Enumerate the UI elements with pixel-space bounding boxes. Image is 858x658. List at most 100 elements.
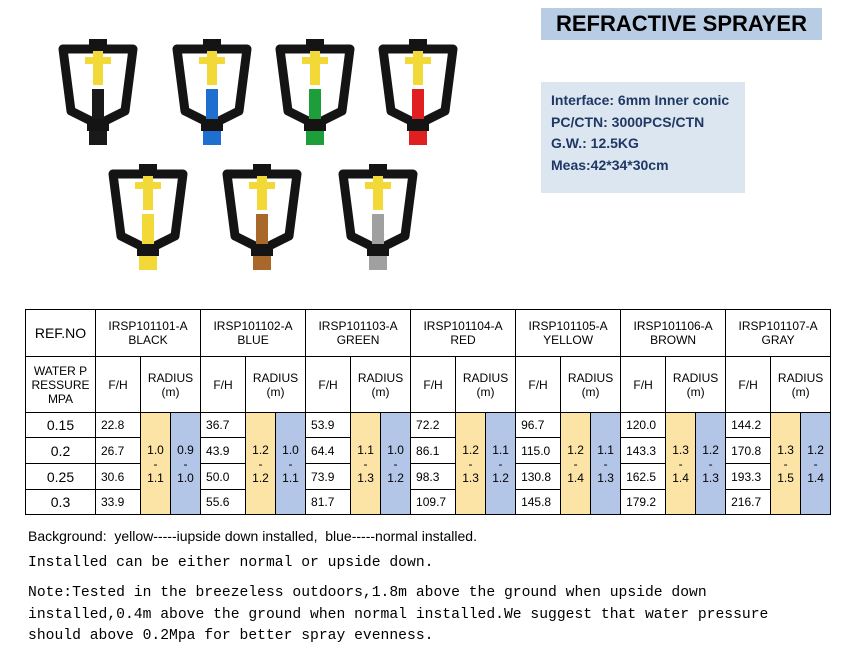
sprayer-brown xyxy=(227,164,297,270)
radius-upside: 1.3-1.4 xyxy=(665,412,697,515)
model-code: IRSP101105-A xyxy=(528,319,608,333)
subheader-row: WATER PRESSURE MPA F/H RADIUS (m) F/H RADIUS… xyxy=(25,356,832,413)
radius-min: 1.1 xyxy=(597,442,614,457)
fh-value: 22.8 xyxy=(95,412,141,438)
radius-separator: - xyxy=(603,456,608,471)
fh-value: 162.5 xyxy=(620,463,667,490)
fh-value: 81.7 xyxy=(305,489,352,515)
radius-separator: - xyxy=(258,456,263,471)
model-code: IRSP101103-A xyxy=(318,319,398,333)
model-color: RED xyxy=(450,333,476,347)
radius-label: RADIUS (m) xyxy=(770,356,832,413)
fh-value: 86.1 xyxy=(410,437,457,464)
fh-value: 98.3 xyxy=(410,463,457,490)
radius-separator: - xyxy=(153,456,158,471)
radius-max: 1.2 xyxy=(252,470,269,485)
radius-min: 1.2 xyxy=(702,442,719,457)
data-row: 0.3 33.9 55.6 81.7 109.7 145.8 179.2 216.7 xyxy=(25,489,831,515)
model-color: GRAY xyxy=(761,333,795,347)
model-header: IRSP101106-A BROWN xyxy=(620,309,727,357)
fh-value: 96.7 xyxy=(515,412,562,438)
radius-upside: 1.3-1.5 xyxy=(770,412,802,515)
radius-separator: - xyxy=(468,456,473,471)
radius-min: 1.2 xyxy=(567,442,584,457)
radius-normal: 1.2-1.3 xyxy=(695,412,727,515)
model-header: IRSP101107-A GRAY xyxy=(725,309,832,357)
radius-label: RADIUS (m) xyxy=(139,356,202,413)
data-row: 0.15 22.8 1.0-1.1 0.9-1.0 36.7 1.2-1.2 1.0-1.1… xyxy=(25,412,832,515)
model-header: IRSP101104-A RED xyxy=(410,309,517,357)
fh-label: F/H xyxy=(515,356,562,413)
fh-label: F/H xyxy=(95,356,141,413)
data-row: 0.2 26.7 43.9 64.4 86.1 115.0 143.3 170.8 xyxy=(25,437,831,464)
radius-max: 1.4 xyxy=(672,470,689,485)
radius-normal: 1.1-1.2 xyxy=(485,412,517,515)
model-code: IRSP101106-A xyxy=(633,319,713,333)
radius-max: 1.2 xyxy=(387,470,404,485)
radius-separator: - xyxy=(363,456,368,471)
radius-separator: - xyxy=(678,456,683,471)
radius-max: 1.0 xyxy=(177,470,194,485)
radius-max: 1.3 xyxy=(702,470,719,485)
fh-value: 26.7 xyxy=(95,437,141,464)
radius-separator: - xyxy=(813,456,818,471)
radius-separator: - xyxy=(183,456,188,471)
radius-min: 1.0 xyxy=(282,442,299,457)
fh-value: 55.6 xyxy=(200,489,247,515)
pressure-label: WATER PRESSURE MPA xyxy=(25,356,96,413)
fh-value: 120.0 xyxy=(620,412,667,438)
model-color: BROWN xyxy=(650,333,697,347)
radius-normal: 1.2-1.4 xyxy=(800,412,832,515)
test-note: Note:Tested in the breezeless outdoors,1… xyxy=(28,585,769,644)
radius-normal: 1.1-1.3 xyxy=(590,412,622,515)
radius-min: 1.1 xyxy=(357,442,374,457)
radius-label: RADIUS (m) xyxy=(665,356,727,413)
fh-value: 170.8 xyxy=(725,437,772,464)
model-code: IRSP101104-A xyxy=(423,319,503,333)
radius-upside: 1.0-1.1 xyxy=(140,412,171,515)
radius-max: 1.3 xyxy=(357,470,374,485)
fh-value: 36.7 xyxy=(200,412,247,438)
radius-min: 1.0 xyxy=(387,442,404,457)
fh-value: 73.9 xyxy=(305,463,352,490)
radius-normal: 1.0-1.2 xyxy=(380,412,412,515)
fh-value: 109.7 xyxy=(410,489,457,515)
fh-value: 53.9 xyxy=(305,412,352,438)
model-header: IRSP101102-A BLUE xyxy=(200,309,307,357)
model-color: YELLOW xyxy=(543,333,594,347)
model-code: IRSP101102-A xyxy=(213,319,293,333)
spec-line: Meas:42*34*30cm xyxy=(551,157,669,174)
install-note: Installed can be either normal or upside… xyxy=(28,555,434,571)
radius-min: 1.2 xyxy=(807,442,824,457)
fh-value: 216.7 xyxy=(725,489,772,515)
title: REFRACTIVE SPRAYER xyxy=(541,8,822,40)
pressure: 0.3 xyxy=(25,489,96,515)
data-row: 0.25 30.6 50.0 73.9 98.3 130.8 162.5 193.3 xyxy=(25,463,831,490)
radius-min: 1.3 xyxy=(777,442,794,457)
radius-min: 1.2 xyxy=(462,442,479,457)
model-header: IRSP101101-A BLACK xyxy=(94,309,202,357)
radius-label: RADIUS (m) xyxy=(350,356,412,413)
radius-max: 1.1 xyxy=(282,470,299,485)
fh-value: 130.8 xyxy=(515,463,562,490)
radius-min: 1.0 xyxy=(147,442,164,457)
sprayer-gray xyxy=(343,164,413,270)
fh-value: 33.9 xyxy=(95,489,141,515)
radius-normal: 1.0-1.1 xyxy=(275,412,307,515)
sprayer-black xyxy=(63,39,133,145)
fh-label: F/H xyxy=(725,356,772,413)
radius-upside: 1.2-1.2 xyxy=(245,412,277,515)
radius-max: 1.5 xyxy=(777,470,794,485)
radius-max: 1.3 xyxy=(462,470,479,485)
fh-value: 50.0 xyxy=(200,463,247,490)
fh-value: 64.4 xyxy=(305,437,352,464)
fh-value: 145.8 xyxy=(515,489,562,515)
radius-max: 1.4 xyxy=(567,470,584,485)
fh-value: 72.2 xyxy=(410,412,457,438)
fh-value: 43.9 xyxy=(200,437,247,464)
radius-separator: - xyxy=(783,456,788,471)
fh-label: F/H xyxy=(200,356,247,413)
model-header: IRSP101105-A YELLOW xyxy=(515,309,622,357)
radius-separator: - xyxy=(288,456,293,471)
radius-upside: 1.1-1.3 xyxy=(350,412,382,515)
